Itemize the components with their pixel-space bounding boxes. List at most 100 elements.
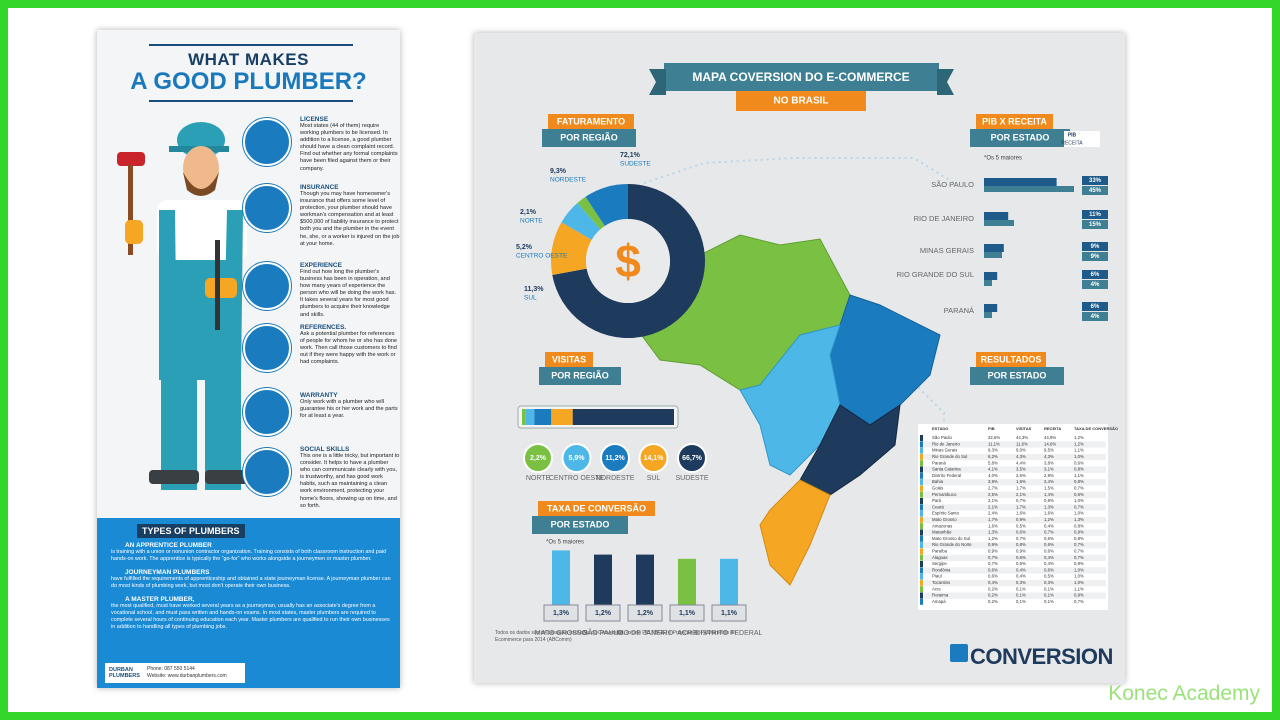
visit-segment (572, 409, 674, 425)
table-cell: 1,1% (1074, 586, 1084, 591)
table-cell: 3,1% (1044, 467, 1054, 472)
table-cell: 0,7% (1074, 549, 1084, 554)
table-cell: 1,3% (988, 530, 998, 535)
section-band (539, 367, 621, 385)
section-heading: EXPERIENCE (300, 262, 342, 269)
visit-name: NORDESTE (596, 475, 635, 482)
pib-bar (984, 178, 1057, 186)
section-heading: LICENSE (300, 116, 329, 123)
table-cell: 6,2% (988, 454, 998, 459)
table-cell: 0,8% (1016, 542, 1026, 547)
row-stripe (924, 516, 1106, 524)
table-cell: 4,1% (988, 467, 998, 472)
table-cell: 0,2% (988, 586, 998, 591)
table-cell: 0,6% (1044, 542, 1054, 547)
ecommerce-graphics: MAPA COVERSION DO E-COMMERCE NO BRASIL FAT… (516, 63, 1118, 662)
table-cell: 1,2% (1044, 517, 1054, 522)
section-heading: VISITAS (552, 354, 586, 364)
section-band (970, 129, 1070, 147)
table-cell: 0,3% (1016, 580, 1026, 585)
table-cell: 0,7% (1074, 486, 1084, 491)
visit-segment (525, 409, 535, 425)
table-cell: 0,7% (1074, 555, 1084, 560)
taxa-bar (678, 558, 696, 605)
visit-label: 2,2% (530, 455, 547, 462)
receita-chip (1082, 220, 1108, 229)
table-cell: 0,6% (1074, 492, 1084, 497)
table-cell: Paraná (932, 460, 946, 465)
section-subheading: POR ESTADO (991, 132, 1050, 142)
table-cell: 44,3% (1016, 435, 1028, 440)
pib-chip (1082, 242, 1108, 251)
table-cell: 1,4% (1044, 492, 1054, 497)
table-cell: 0,1% (1044, 599, 1054, 604)
section: WARRANTY Only work with a plumber who wil… (300, 392, 400, 420)
pib-chip (1082, 176, 1108, 185)
table-cell: 44,9% (1044, 435, 1056, 440)
taxa-label: 1,1% (721, 610, 738, 617)
donut-name: NORDESTE (550, 177, 587, 184)
section-heading: REFERENCES. (300, 324, 347, 331)
main-title: MAPA COVERSION DO E-COMMERCE (692, 70, 909, 84)
table-header: TAXA DE CONVERSÃO (1074, 426, 1118, 431)
table-cell: 32,6% (988, 435, 1000, 440)
types-heading: TYPES OF PLUMBERS (137, 524, 245, 538)
table-cell: 1,6% (988, 523, 998, 528)
table-cell: 0,4% (1016, 574, 1026, 579)
row-key (920, 466, 923, 473)
taxa-name: ACRE (677, 630, 697, 637)
section-subheading: POR ESTADO (988, 370, 1047, 380)
row-stripe (924, 567, 1106, 574)
table-cell: Piauí (932, 574, 943, 579)
type-text: the most qualified, must have worked sev… (111, 603, 390, 630)
title-line-1: WHAT MAKES (188, 50, 309, 69)
row-key (920, 485, 923, 492)
table-cell: 0,9% (1016, 549, 1026, 554)
table-cell: 0,8% (1074, 467, 1084, 472)
table-cell: Sergipe (932, 561, 947, 566)
table-cell: 0,6% (1044, 536, 1054, 541)
section: LICENSE Most states (44 of them) require … (300, 116, 400, 173)
cart-basket (585, 604, 621, 622)
type-heading: JOURNEYMAN PLUMBERS (125, 569, 210, 576)
section-tag (976, 352, 1046, 367)
table-cell: 1,0% (1074, 580, 1084, 585)
donut-name: NORTE (520, 218, 543, 225)
table-cell: 3,8% (1044, 460, 1054, 465)
table-header: RECEITA (1044, 426, 1061, 431)
table-cell: 1,6% (1044, 511, 1054, 516)
taxa-name: RIO DE JANEIRO (617, 630, 674, 637)
section-heading: PIB X RECEITA (982, 116, 1047, 126)
row-stripe (924, 554, 1106, 561)
row-stripe (924, 441, 1106, 448)
table-cell: 3,9% (988, 479, 998, 484)
brand: DURBAN PLUMBERS (109, 667, 140, 679)
pib-state: RIO GRANDE DO SUL (896, 270, 974, 279)
row-key (920, 598, 923, 605)
type-text: have fulfilled the requirements of appre… (111, 576, 391, 589)
footnote: Todos os dados são de pesquisa exclusiva… (495, 630, 736, 643)
row-key (920, 535, 923, 542)
logo-icon (950, 644, 968, 662)
receita-value: 4% (1091, 314, 1100, 320)
taxa-label: 1,2% (595, 610, 612, 617)
pib-note: *Os 5 maiores (984, 156, 1022, 162)
table-cell: 0,2% (988, 599, 998, 604)
taxa-label: 1,3% (553, 610, 570, 617)
taxa-name: DISTRITO FEDERAL (696, 630, 763, 637)
section-band (970, 367, 1064, 385)
table-cell: 0,1% (1016, 593, 1026, 598)
section-heading: WARRANTY (300, 392, 338, 399)
table-cell: 1,0% (1074, 454, 1084, 459)
pib-state: SÃO PAULO (931, 180, 974, 189)
receita-chip (1082, 312, 1108, 321)
receita-bar (984, 220, 1014, 226)
table-cell: 0,4% (1016, 567, 1026, 572)
table-cell: 9,0% (1016, 448, 1026, 453)
table-cell: 0,6% (1016, 530, 1026, 535)
type-item: A MASTER PLUMBER, the most qualified, mus… (111, 596, 391, 631)
row-key (920, 472, 923, 479)
table-cell: 1,0% (1074, 567, 1084, 572)
pib-bar (984, 244, 1004, 252)
table-cell: 0,2% (988, 593, 998, 598)
